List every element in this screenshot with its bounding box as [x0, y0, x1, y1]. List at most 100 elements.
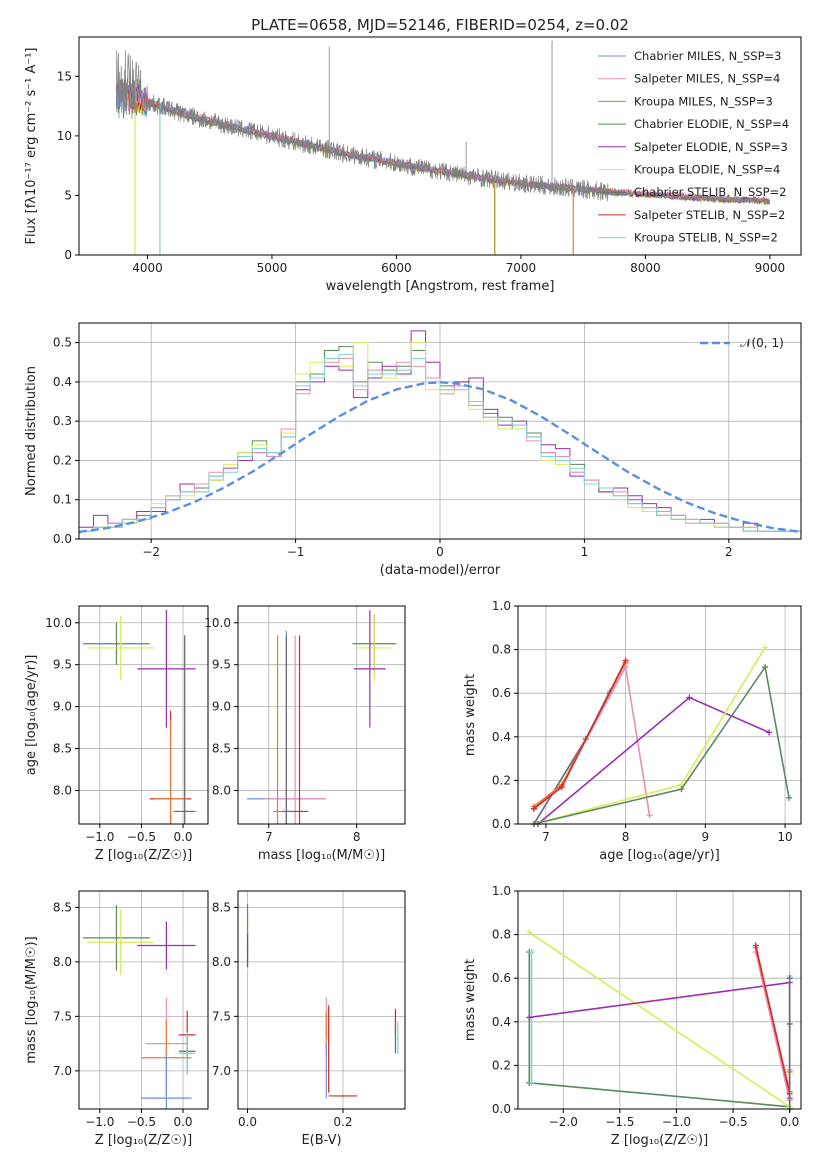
y-tick-label: 0.1 — [53, 493, 72, 507]
spectrum-legend: Chabrier MILES, N_SSP=3 Salpeter MILES, N… — [598, 49, 789, 245]
legend-label: Chabrier MILES, N_SSP=3 — [634, 49, 781, 63]
data-point — [183, 810, 186, 813]
y-tick-label: 10.0 — [204, 616, 231, 630]
y-tick-label: 7.0 — [212, 1064, 231, 1078]
legend-label: Salpeter MILES, N_SSP=4 — [634, 72, 780, 86]
series-marker — [786, 975, 793, 982]
series-marker — [786, 1020, 793, 1027]
mass-vs-ebv-panel: 0.0 0.2 7.0 7.5 8.0 8.5 E(B-V) — [212, 890, 406, 1148]
x-tick-label: 7 — [542, 830, 550, 844]
y-tick-label: 0.2 — [492, 1058, 511, 1072]
mass-weight-vs-age-panel: 7 8 9 10 0.0 0.2 0.4 0.6 0.8 1.0 age [log₁₀(age/yr… — [463, 599, 802, 863]
series-line — [754, 951, 791, 1101]
y-tick-label: 8.0 — [212, 955, 231, 969]
y-axis-label: Flux [fλ10⁻¹⁷ erg cm⁻² s⁻¹ A⁻¹] — [24, 48, 39, 245]
series-line — [528, 931, 791, 1109]
x-tick-label: 1 — [581, 545, 589, 559]
y-axis-label: mass weight — [463, 674, 478, 756]
data-point — [369, 668, 371, 670]
y-tick-label: 1.0 — [492, 884, 511, 898]
data-point — [165, 944, 168, 947]
series-marker — [766, 729, 773, 736]
axes-frame — [517, 605, 802, 825]
axes-frame — [517, 890, 802, 1110]
series-line — [533, 664, 790, 825]
data-point — [119, 941, 122, 944]
x-tick-label: 10 — [777, 830, 792, 844]
y-axis-label: age [log₁₀(age/yr)] — [24, 655, 39, 776]
figure-title: PLATE=0658, MJD=52146, FIBERID=0254, z=0… — [251, 16, 629, 34]
x-tick-label: 9 — [702, 830, 710, 844]
age-vs-metallicity-panel: −1.0 −0.5 0.0 8.0 8.5 9.0 9.5 10.0 Z [log₁₀(Z/Z☉… — [24, 605, 209, 863]
y-tick-label: 0.6 — [492, 971, 511, 985]
axes-frame — [78, 890, 209, 1110]
y-tick-label: 0.8 — [492, 928, 511, 942]
x-tick-label: 0.0 — [780, 1115, 799, 1129]
data-point — [285, 810, 288, 813]
x-axis-label: mass [log₁₀(M/M☉)] — [258, 848, 385, 863]
x-tick-label: 5000 — [257, 261, 288, 275]
data-point — [169, 798, 172, 800]
x-tick-label: −2.0 — [549, 1115, 578, 1129]
observed-spectrum-line — [115, 49, 771, 205]
x-tick-label: 8 — [622, 830, 630, 844]
series-line — [754, 945, 791, 1094]
errorbar-group — [246, 904, 399, 1099]
series-marker — [530, 805, 537, 812]
normal-curve — [79, 381, 801, 534]
series-marker — [786, 794, 793, 801]
y-tick-label: 0.0 — [53, 532, 72, 546]
data-point — [325, 1031, 328, 1034]
errorbar-group — [83, 610, 198, 824]
series-line — [533, 660, 627, 810]
series-marker — [526, 1014, 533, 1021]
legend-label: Chabrier STELIB, N_SSP=2 — [634, 185, 786, 199]
series-line — [528, 952, 790, 1108]
y-tick-label: 10 — [57, 129, 72, 143]
y-tick-label: 0.4 — [53, 375, 72, 389]
x-tick-label: 0.0 — [173, 830, 192, 844]
data-point — [119, 647, 122, 649]
x-tick-label: −1 — [287, 545, 305, 559]
errorbar-group — [246, 610, 397, 824]
series-marker — [622, 657, 629, 664]
y-tick-label: 9.0 — [212, 700, 231, 714]
x-axis-label: Z [log₁₀(Z/Z☉)] — [95, 1133, 192, 1148]
y-tick-label: 8.5 — [212, 742, 231, 756]
x-tick-label: 2 — [725, 545, 733, 559]
x-axis-label: (data-model)/error — [380, 563, 501, 578]
y-tick-label: 0.5 — [53, 336, 72, 350]
series-marker — [528, 949, 535, 956]
y-tick-label: 8.5 — [212, 900, 231, 914]
y-axis-label: mass [log₁₀(M/M☉)] — [24, 936, 39, 1063]
y-tick-label: 0.8 — [492, 643, 511, 657]
series-marker — [762, 664, 769, 671]
x-axis-label: Z [log₁₀(Z/Z☉)] — [611, 1133, 708, 1148]
legend-label: Chabrier ELODIE, N_SSP=4 — [634, 117, 789, 131]
y-tick-label: 15 — [57, 69, 72, 83]
series-marker — [526, 929, 533, 936]
y-tick-label: 0 — [64, 248, 72, 262]
legend-label: Salpeter ELODIE, N_SSP=3 — [634, 140, 788, 154]
series-marker — [558, 783, 565, 790]
axes-frame — [78, 605, 209, 825]
x-tick-label: −2 — [142, 545, 160, 559]
x-tick-label: −0.5 — [127, 1115, 156, 1129]
series-marker — [762, 644, 769, 651]
data-point — [342, 1095, 344, 1097]
series-marker — [686, 694, 693, 701]
y-tick-label: 8.0 — [53, 783, 72, 797]
mass-vs-metallicity-panel: −1.0 −0.5 0.0 7.0 7.5 8.0 8.5 Z [log₁₀(Z/Z☉)] ma… — [24, 890, 209, 1148]
series-marker — [752, 942, 759, 949]
x-tick-label: −0.5 — [127, 830, 156, 844]
y-tick-label: 9.5 — [53, 658, 72, 672]
y-tick-label: 7.0 — [53, 1064, 72, 1078]
y-tick-label: 5 — [64, 188, 72, 202]
data-point — [294, 798, 296, 800]
legend-label: Kroupa STELIB, N_SSP=2 — [634, 231, 778, 245]
x-tick-label: 8 — [353, 830, 361, 844]
x-axis-label: age [log₁₀(age/yr)] — [599, 848, 720, 863]
x-tick-label: −1.0 — [662, 1115, 691, 1129]
x-tick-label: 0.0 — [173, 1115, 192, 1129]
data-point — [325, 1070, 328, 1072]
